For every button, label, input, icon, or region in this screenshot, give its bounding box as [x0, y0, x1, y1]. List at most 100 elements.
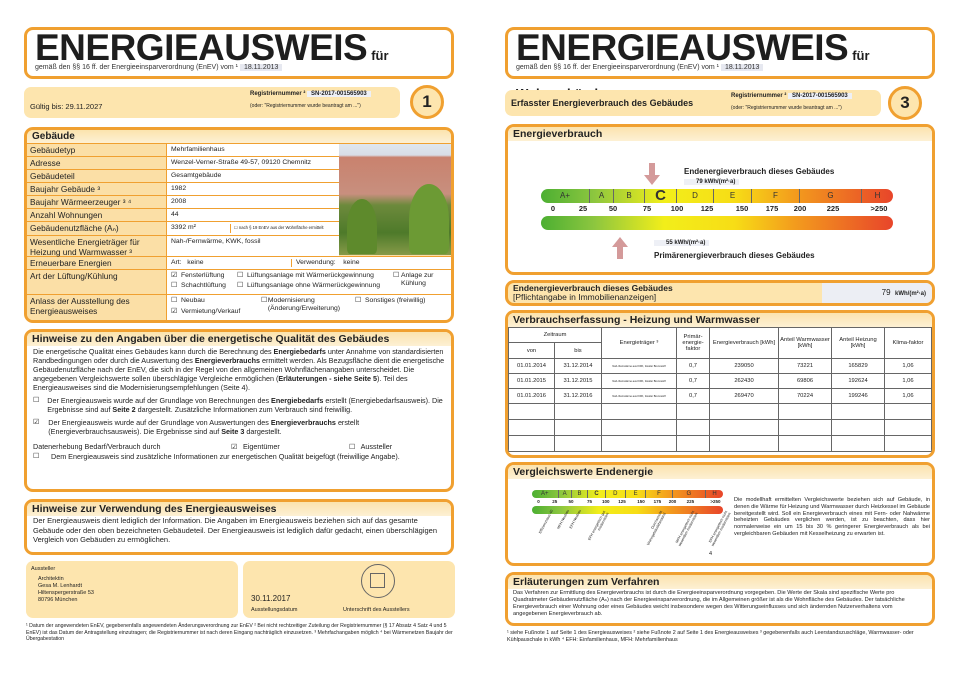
additional-checkbox[interactable]: ☐ [33, 453, 40, 460]
issuer-checkbox[interactable]: ☐ [349, 444, 356, 451]
ventilation-checkbox[interactable]: ☐ [171, 282, 178, 289]
cell-to: 31.12.2014 [554, 358, 602, 374]
table-row: 01.01.2015 31.12.2015 Nah-/Fernwärme aus K… [508, 373, 932, 389]
occasion-option[interactable]: ☑ Vermietung/Verkauf [171, 308, 261, 316]
cell-consumption: 269470 [709, 388, 779, 404]
usage-box: Hinweise zur Verwendung des Energieauswe… [24, 499, 454, 555]
usage-heading: Hinweise zur Verwendung des Energieauswe… [27, 502, 451, 516]
occasion-option-label: Vermietung/Verkauf [181, 308, 241, 315]
ventilation-option[interactable]: ☑ Fensterlüftung [171, 272, 231, 280]
occasion-option[interactable]: ☐ Neubau [171, 297, 231, 305]
ventilation-option[interactable]: ☐ Lüftungsanlage ohne Wärmerückgewinnung [237, 282, 387, 290]
ventilation-checkbox[interactable]: ☐ [393, 272, 400, 279]
occasion-checkbox[interactable]: ☐ [171, 297, 178, 304]
tick-label: 150 [735, 204, 749, 213]
class-label: E [714, 189, 752, 203]
ventilation-checkbox[interactable]: ☐ [237, 272, 244, 279]
final-energy-arrow-icon [643, 163, 660, 185]
owner-label: Eigentümer [243, 442, 280, 451]
class-label: G [673, 490, 707, 498]
consumption-option-text: Der Energieausweis wurde auf der Grundla… [48, 418, 360, 436]
cell-from: 01.01.2016 [508, 388, 555, 404]
cell-consumption: 262430 [709, 373, 779, 389]
ventilation-checkbox[interactable]: ☐ [237, 282, 244, 289]
consumption-checkbox[interactable]: ☑ [33, 419, 40, 426]
tick-label: 150 [637, 499, 645, 504]
area-note-checkbox[interactable]: ☐ [234, 225, 239, 230]
occasion-checkbox[interactable]: ☐ [261, 297, 268, 304]
cell-hot-water [778, 403, 832, 420]
occasion-option[interactable]: ☐ Sonstiges (freiwillig) [355, 297, 451, 305]
table-row [508, 403, 932, 420]
class-bar [541, 189, 893, 203]
cell-from: 01.01.2014 [508, 358, 555, 374]
building-row: Gebäudetyp Mehrfamilienhaus [27, 143, 339, 156]
notes-heading: Hinweise zu den Angaben über die energet… [27, 332, 451, 346]
building-row-label: Baujahr Gebäude ³ [27, 183, 167, 195]
header-climate: Klima-faktor [884, 327, 932, 359]
building-row-value: Gesamtgebäude [171, 172, 222, 179]
class-bar [532, 490, 723, 498]
cell-to: 31.12.2015 [554, 373, 602, 389]
building-row: Gebäudenutzfläche (Aₙ) 3392 m² ☐ nach § 19… [27, 221, 339, 235]
cell-factor: 0,7 [676, 358, 710, 374]
tick-label: >250 [870, 204, 888, 213]
document-title: ENERGIEAUSWEIS [35, 27, 368, 68]
occasion-checkbox[interactable]: ☑ [171, 308, 178, 315]
cell-to [554, 403, 602, 420]
cell-heating: 192624 [831, 373, 885, 389]
table-row: 01.01.2014 31.12.2014 Nah-/Fernwärme aus K… [508, 358, 932, 374]
cell-from [508, 435, 555, 452]
tick-label: 75 [587, 499, 593, 504]
cell-heating [831, 403, 885, 420]
occasion-option[interactable]: ☐ Modernisierung (Änderung/Erweiterung) [261, 297, 351, 313]
class-label: G [800, 189, 862, 203]
explanation-text: Das Verfahren zur Ermittlung des Energie… [513, 590, 905, 617]
tick-label: 25 [552, 499, 558, 504]
issuer-line: Architektin [38, 576, 64, 582]
tick-label: 0 [537, 499, 540, 504]
header-from: von [508, 342, 555, 359]
owner-checkbox[interactable]: ☑ [231, 444, 238, 451]
occasion-option-label: Sonstiges (freiwillig) [365, 297, 426, 304]
building-row-value: Nah-/Fernwärme, KWK, fossil [171, 238, 261, 245]
cell-factor [676, 435, 710, 452]
demand-checkbox[interactable]: ☐ [33, 397, 40, 404]
ventilation-option[interactable]: ☐ Schachtlüftung [171, 282, 231, 290]
primary-energy-value: 55 [666, 240, 673, 246]
tick-label: 75 [642, 204, 652, 213]
cell-climate: 1,06 [884, 358, 932, 374]
occasion-checkbox[interactable]: ☐ [355, 297, 362, 304]
reference-label: MFH energetisch nicht wesentlich moderni… [674, 510, 699, 548]
primary-energy-arrow-icon [611, 237, 628, 259]
tick-label: >250 [710, 499, 721, 504]
building-row-label: Gebäudeteil [27, 170, 167, 182]
usage-text: Der Energieausweis dient lediglich der I… [33, 516, 438, 544]
table-row [508, 435, 932, 452]
cell-from: 01.01.2015 [508, 373, 555, 389]
demand-option-text: Der Energieausweis wurde auf der Grundla… [47, 396, 443, 414]
header-band-2: Erfasster Energieverbrauch des Gebäudes … [505, 90, 881, 116]
header-period: Zeitraum [508, 327, 602, 343]
cell-consumption [709, 403, 779, 420]
building-heading: Gebäude [27, 130, 451, 143]
cell-climate [884, 435, 932, 452]
cell-consumption: 239050 [709, 358, 779, 374]
building-row: Adresse Wenzel-Verner-Straße 49-57, 09120… [27, 156, 339, 169]
ventilation-checkbox[interactable]: ☑ [171, 272, 178, 279]
cell-heating: 199246 [831, 388, 885, 404]
building-row-label: Adresse [27, 157, 167, 169]
reg-label: Registriernummer ² [250, 91, 306, 97]
comparison-scale: A+ A B C D E F G H 0 25 50 75 100 125 150 175 200 225 >250 [532, 490, 723, 514]
ventilation-option[interactable]: ☐ Anlage zur Kühlung [393, 272, 448, 288]
class-label: F [646, 490, 673, 498]
header-factor: Primär-energie-faktor [676, 327, 710, 359]
cell-to [554, 419, 602, 436]
cell-hot-water: 69806 [778, 373, 832, 389]
renewable-art-label: Art: [171, 259, 182, 266]
cell-consumption [709, 419, 779, 436]
cell-factor [676, 419, 710, 436]
area-note: nach § 19 EnEV aus der Wohnfläche ermitt… [238, 225, 324, 230]
ventilation-option-label: Fensterlüftung [181, 272, 225, 279]
ventilation-option[interactable]: ☐ Lüftungsanlage mit Wärmerückgewinnung [237, 272, 387, 280]
